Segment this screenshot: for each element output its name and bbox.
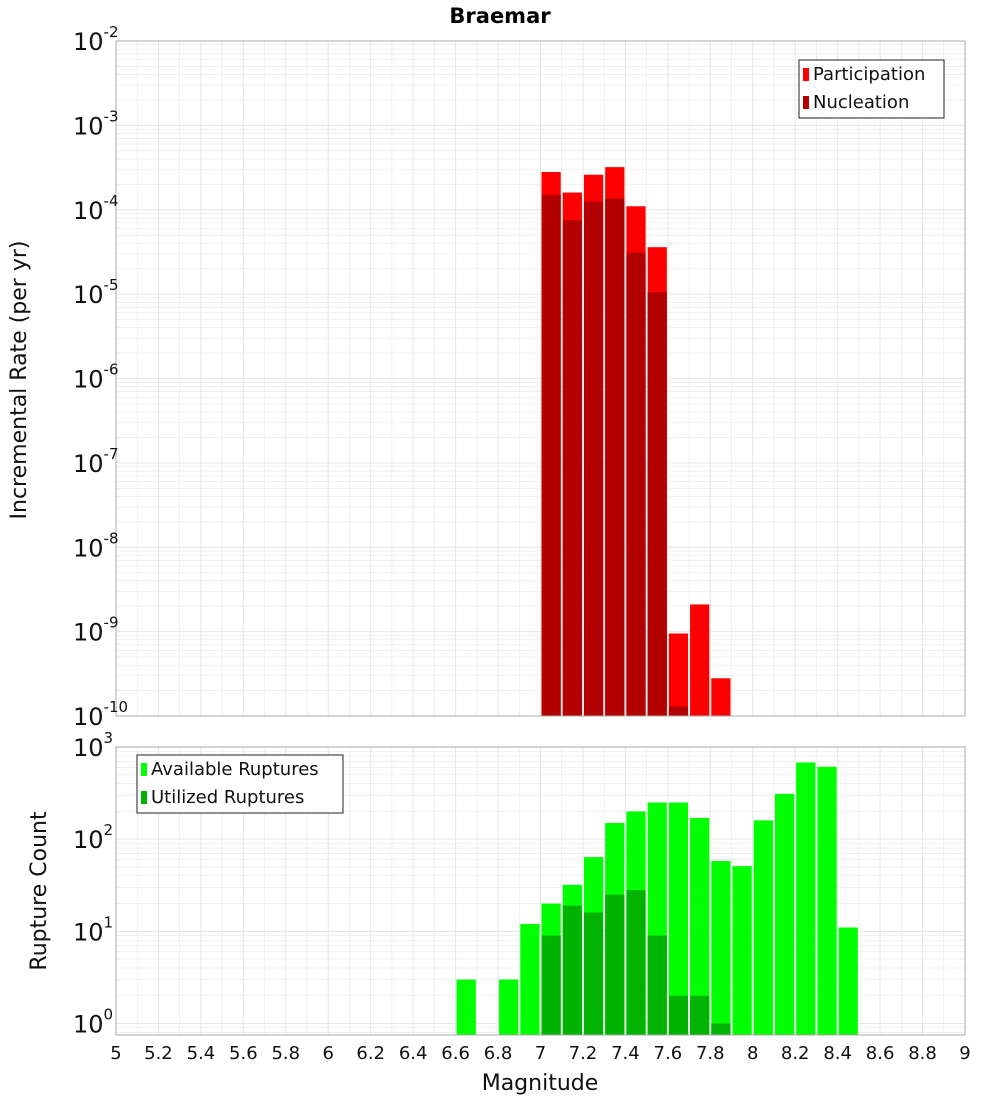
x-tick-label: 6.2 <box>356 1043 385 1064</box>
x-tick-label: 7.6 <box>654 1043 683 1064</box>
x-tick-label: 7 <box>535 1043 546 1064</box>
bar <box>817 766 837 1035</box>
y-tick-label: 10-10 <box>73 698 128 731</box>
x-tick-label: 5.8 <box>271 1043 300 1064</box>
rate-y-ticks: 10-10 10-9 10-8 10-7 10-6 10-5 10-4 10-3 10-2 <box>73 23 128 731</box>
bar <box>520 924 540 1035</box>
x-tick-label: 9 <box>959 1043 970 1064</box>
rate-panel: 10-10 10-9 10-8 10-7 10-6 10-5 10-4 10-3 10-2 In… <box>7 23 966 731</box>
count-panel: 100 101 102 103 Rupture Count Available Rup… <box>27 729 966 1038</box>
bar <box>541 935 561 1035</box>
y-tick-label: 101 <box>73 913 113 946</box>
legend-label: Utilized Ruptures <box>151 787 304 808</box>
bar <box>838 927 858 1035</box>
count-y-ticks: 100 101 102 103 <box>73 729 113 1038</box>
x-tick-label: 8.8 <box>908 1043 937 1064</box>
bar <box>796 762 816 1035</box>
bar <box>541 194 561 716</box>
bar <box>583 201 604 716</box>
bar <box>562 220 582 717</box>
x-tick-label: 5.2 <box>144 1043 173 1064</box>
count-plot-frame <box>115 746 966 1036</box>
bar <box>668 706 689 716</box>
legend-box <box>798 59 945 119</box>
y-tick-label: 103 <box>73 729 113 762</box>
legend-label: Participation <box>813 64 925 85</box>
x-tick-label: 5 <box>110 1043 121 1064</box>
legend-swatch <box>803 96 809 109</box>
rate-bars <box>541 167 731 717</box>
rate-y-axis-label: Incremental Rate (per yr) <box>7 241 32 520</box>
bar <box>711 678 731 716</box>
bar <box>668 633 689 716</box>
bar <box>774 793 795 1035</box>
y-tick-label: 102 <box>73 821 113 854</box>
bar <box>456 979 476 1035</box>
rate-legend: Participation Nucleation <box>798 59 945 119</box>
y-tick-label: 10-2 <box>73 23 119 56</box>
y-tick-label: 100 <box>73 1005 113 1038</box>
bar <box>647 935 667 1035</box>
x-tick-label: 8 <box>747 1043 758 1064</box>
x-tick-label: 5.6 <box>229 1043 258 1064</box>
count-y-axis-label: Rupture Count <box>27 811 52 971</box>
x-tick-label: 6.6 <box>441 1043 470 1064</box>
count-legend: Available Ruptures Utilized Ruptures <box>136 754 344 814</box>
bar <box>668 802 689 1035</box>
bar <box>753 820 773 1035</box>
y-tick-label: 10-7 <box>73 445 119 478</box>
bar <box>711 1023 731 1035</box>
chart-title: Braemar <box>449 4 551 28</box>
bar <box>711 860 731 1035</box>
y-tick-label: 10-9 <box>73 614 119 647</box>
bar <box>626 890 646 1035</box>
bar <box>605 198 625 717</box>
x-tick-label: 6.8 <box>484 1043 513 1064</box>
x-tick-label: 8.2 <box>781 1043 810 1064</box>
bar <box>647 292 667 716</box>
legend-swatch <box>141 763 147 776</box>
y-tick-label: 10-5 <box>73 276 119 309</box>
bar <box>562 905 582 1035</box>
legend-label: Nucleation <box>813 92 909 113</box>
bar <box>499 979 519 1035</box>
rate-grid <box>115 40 966 717</box>
x-tick-label: 8.6 <box>866 1043 895 1064</box>
bar <box>605 894 625 1035</box>
legend-swatch <box>141 791 147 804</box>
x-tick-label: 8.4 <box>823 1043 852 1064</box>
bar <box>690 817 710 1035</box>
y-tick-label: 10-8 <box>73 529 119 562</box>
y-tick-label: 10-6 <box>73 361 119 394</box>
rate-plot-frame <box>115 40 966 717</box>
x-tick-label: 6.4 <box>399 1043 428 1064</box>
bar <box>583 912 604 1035</box>
x-tick-label: 6 <box>323 1043 334 1064</box>
x-tick-label: 7.8 <box>696 1043 725 1064</box>
bar <box>732 866 752 1035</box>
bar <box>626 252 646 716</box>
count-bars <box>456 762 858 1035</box>
y-tick-label: 10-3 <box>73 107 119 140</box>
bar <box>668 995 689 1035</box>
x-axis-label: Magnitude <box>482 1071 599 1096</box>
x-tick-label: 7.4 <box>611 1043 640 1064</box>
x-tick-label: 5.4 <box>187 1043 216 1064</box>
legend-box <box>136 754 344 814</box>
legend-label: Available Ruptures <box>151 759 319 780</box>
bar <box>690 604 710 716</box>
x-tick-label: 7.2 <box>569 1043 598 1064</box>
y-tick-label: 10-4 <box>73 192 119 225</box>
legend-swatch <box>803 68 809 81</box>
x-tick-labels: 5 5.2 5.4 5.6 5.8 6 6.2 6.4 6.6 6.8 7 7.2 7.4 7.6 7.8 8… <box>110 1043 970 1064</box>
bar <box>690 995 710 1035</box>
